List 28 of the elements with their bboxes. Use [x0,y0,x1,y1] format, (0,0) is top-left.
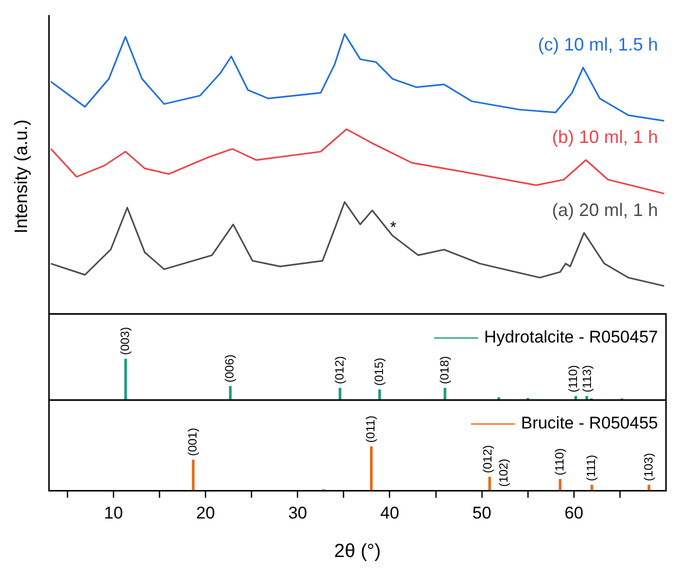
annotation: (012) [480,445,495,474]
annotation: * [390,220,396,237]
x-tick-label: 20 [196,504,216,523]
annotation: (111) [584,454,598,482]
annotation: (103) [641,453,656,482]
annotation: (011) [364,416,378,443]
annotation: (110) [552,448,566,476]
y-axis-title: Intensity (a.u.) [10,119,31,234]
series-label: (b) 10 ml, 1 h [552,126,658,147]
x-tick-label: 50 [472,504,492,523]
annotation: (012) [332,356,346,384]
x-tick-label: 40 [380,504,400,523]
annotation: (018) [437,356,452,384]
legend-label: Hydrotalcite - R050457 [484,328,658,347]
x-tick-label: 10 [104,504,123,523]
annotation: (102) [496,458,511,487]
x-tick-label: 30 [288,504,308,523]
series-label: (a) 20 ml, 1 h [552,200,658,220]
annotation: (001) [186,428,200,456]
annotation: (015) [372,358,386,386]
annotation: (003) [118,327,132,356]
annotation: (110) [566,365,580,392]
annotation: (006) [222,354,237,382]
legend-label: Brucite - R050455 [520,414,658,433]
x-tick-label: 60 [564,504,584,523]
x-axis-title: 2θ (°) [334,540,381,562]
annotation: (113) [580,365,594,392]
series-label: (c) 10 ml, 1.5 h [538,34,658,55]
